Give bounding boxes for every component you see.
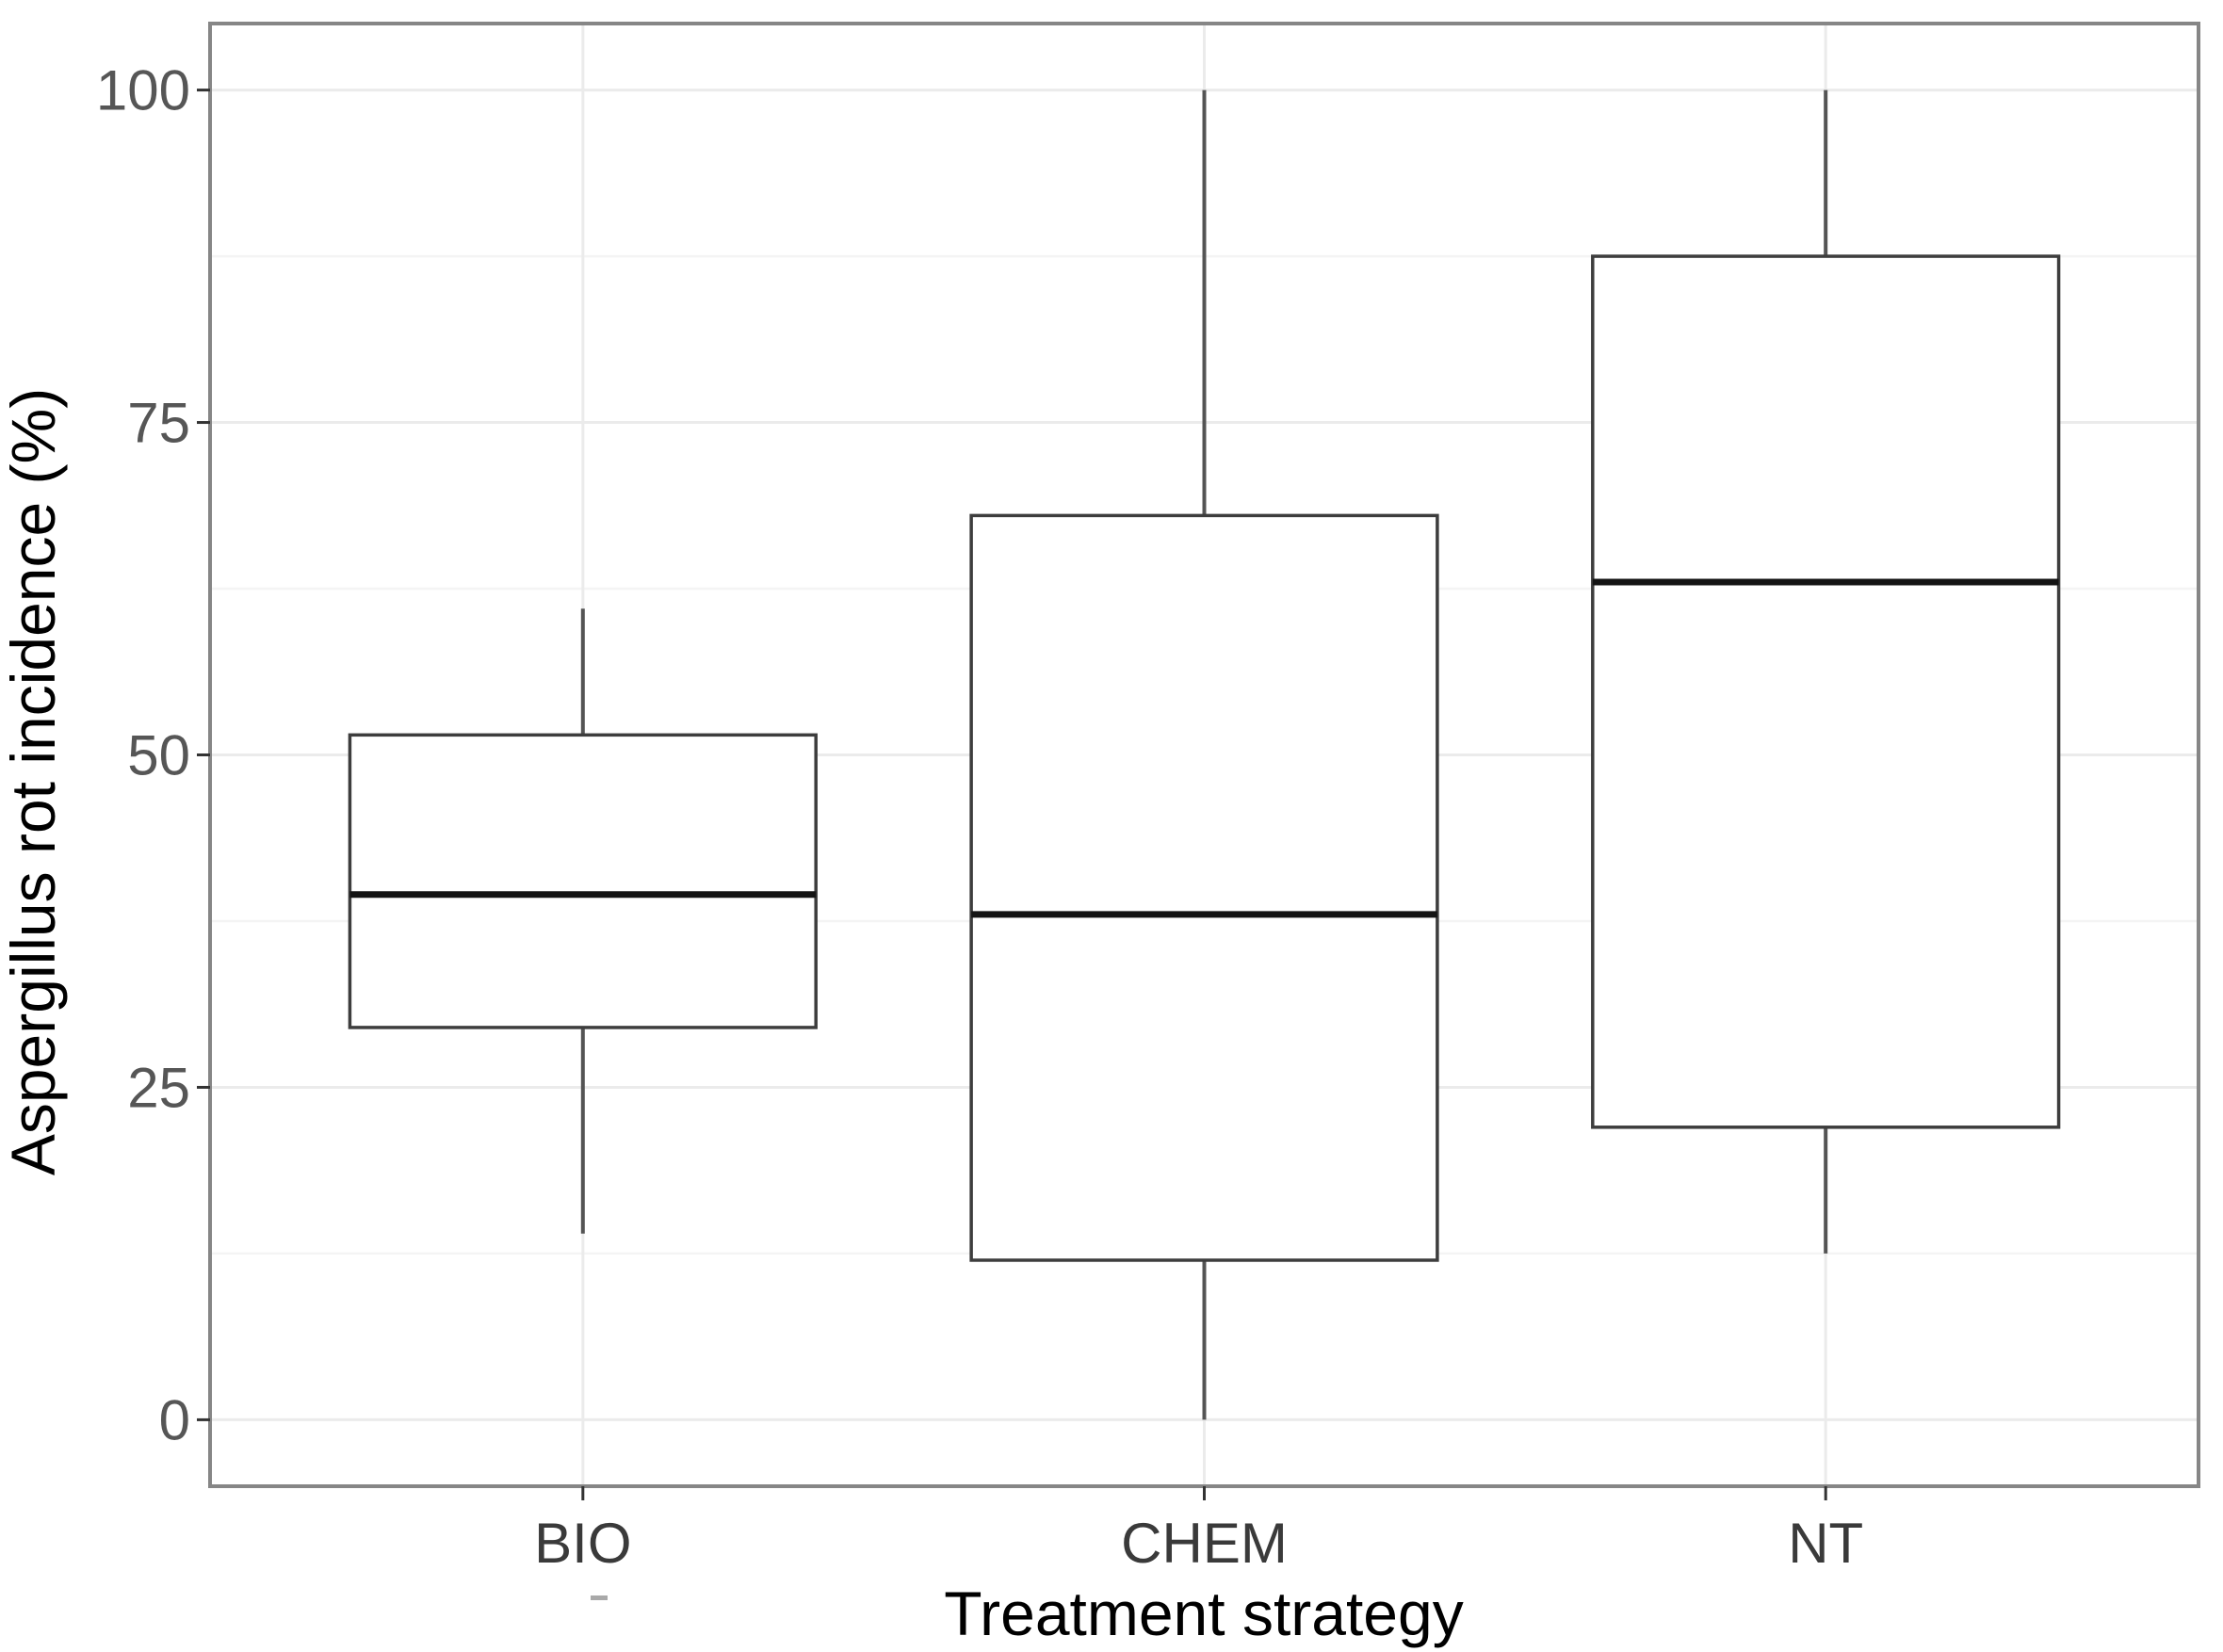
y-tick-label: 75 (127, 392, 190, 455)
x-tick-label: BIO (534, 1512, 631, 1575)
y-axis-title: Aspergillus rot incidence (%) (0, 388, 68, 1175)
y-tick-label: 25 (127, 1056, 190, 1119)
x-tick-labels: BIO CHEM NT (534, 1512, 1863, 1575)
boxplot-CHEM (969, 89, 1439, 1420)
iqr-box (1591, 254, 2061, 1129)
boxplot-BIO (348, 608, 818, 1234)
y-tick-labels: 0 25 50 75 100 (96, 59, 190, 1452)
y-tick-label: 50 (127, 724, 190, 787)
iqr-box (969, 513, 1439, 1262)
boxplots (348, 89, 2061, 1420)
x-tick-label: NT (1788, 1512, 1863, 1575)
y-tick-label: 0 (159, 1388, 190, 1451)
axis-tick-marks (197, 89, 1827, 1500)
boxplot-NT (1591, 89, 2061, 1254)
y-tick-label: 100 (96, 59, 190, 122)
x-axis-title: Treatment strategy (944, 1579, 1463, 1648)
x-tick-label: CHEM (1121, 1512, 1288, 1575)
iqr-box (348, 733, 818, 1029)
stray-mark-artifact (591, 1595, 608, 1600)
